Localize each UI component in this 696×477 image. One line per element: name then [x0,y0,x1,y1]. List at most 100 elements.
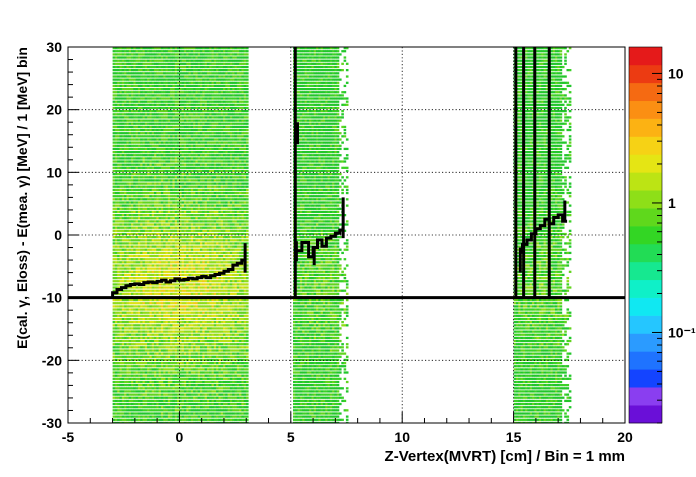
heat-cell [206,302,210,305]
heat-cell [119,270,123,273]
heat-cell [241,270,244,273]
heat-cell [190,91,194,94]
heat-cell [117,113,120,116]
heat-cell [126,97,129,100]
heat-cell [165,229,169,232]
heat-cell [170,113,173,116]
heat-cell [126,299,129,302]
heat-cell [211,62,215,65]
heat-cell [151,242,155,245]
heat-cell [183,47,187,50]
heat-cell [211,132,215,135]
heat-cell [142,226,146,229]
heat-cell [160,292,164,295]
heat-cell [211,91,215,94]
heat-cell [236,103,240,106]
heat-cell [112,229,116,232]
heat-cell [128,245,132,248]
heat-cell [197,289,201,292]
heat-cell [131,47,134,50]
heat-cell [112,270,116,273]
heat-cell [202,69,205,72]
heat-cell [149,72,152,75]
heat-cell [172,106,175,110]
heat-cell [181,122,185,125]
heat-cell [216,220,219,223]
heat-cell [133,69,136,72]
heat-cell [179,207,182,210]
heat-cell [140,135,143,138]
heat-cell [223,242,226,245]
heat-cell [193,258,196,261]
heat-cell [234,94,238,97]
heat-cell [156,273,159,277]
heat-cell [188,258,192,261]
heat-cell [158,151,162,154]
heat-cell [195,135,198,138]
heat-cell [241,94,244,97]
heat-cell [135,198,139,201]
heat-cell [177,251,180,255]
heat-cell [117,226,120,229]
heat-cell [147,305,150,308]
heat-cell [158,154,162,157]
heat-cell [211,56,215,59]
heat-cell [232,214,235,217]
heat-cell [216,176,219,179]
heat-cell [220,286,224,289]
heat-cell [149,277,152,280]
heat-cell [220,226,224,229]
heat-cell [188,103,192,106]
heat-cell [181,173,185,176]
heat-cell [236,135,240,138]
heat-cell [206,106,210,110]
heat-cell [154,264,157,267]
heat-cell [218,106,221,110]
heat-cell [183,56,187,59]
heat-cell [142,84,146,88]
heat-cell [147,119,150,122]
heat-cell [177,113,180,116]
heat-cell [117,245,120,248]
heat-cell [229,81,233,84]
heat-cell [167,157,171,160]
heat-cell [229,223,233,226]
heat-cell [197,220,201,223]
heat-cell [204,286,208,289]
heat-cell [239,214,242,217]
heat-cell [229,277,233,280]
heat-cell [193,147,196,151]
heat-cell [193,198,196,201]
heat-cell [239,201,242,204]
heat-cell [183,308,187,311]
heat-cell [119,113,123,116]
heat-cell [131,166,134,169]
heat-cell [172,144,175,147]
heat-cell [160,191,164,195]
heat-cell [232,210,235,214]
heat-cell [229,179,233,182]
heat-cell [170,75,173,78]
heat-cell [174,261,178,264]
heat-cell [236,188,240,192]
heat-cell [133,147,136,151]
heat-cell [218,135,221,138]
heat-cell [188,261,192,264]
heat-cell [229,292,233,295]
heat-cell [135,207,139,210]
heat-cell [177,179,180,182]
heat-cell [126,138,129,141]
heat-cell [128,299,132,302]
heat-cell [193,132,196,135]
heat-cell [223,289,226,292]
heat-cell [213,144,217,147]
heat-cell [137,154,141,157]
heat-cell [241,191,244,195]
heat-cell [112,311,116,314]
heat-cell [158,78,162,81]
heat-cell [209,248,212,251]
heat-cell [167,69,171,72]
heat-cell [246,280,249,283]
heat-cell [179,286,182,289]
heat-cell [229,280,233,283]
